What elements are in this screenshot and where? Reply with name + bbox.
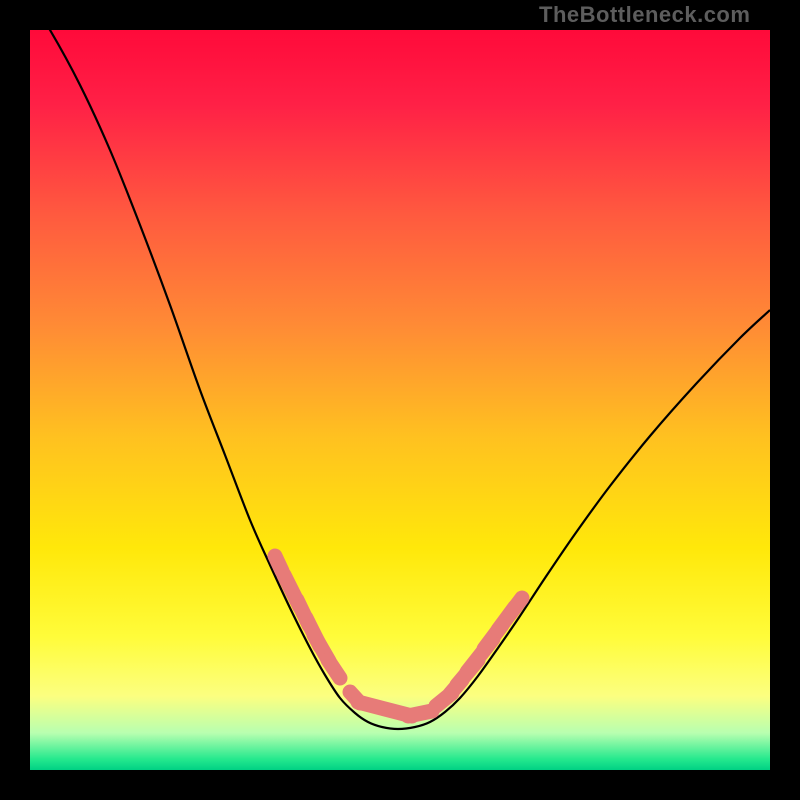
data-capsule [328,660,340,678]
data-capsule [510,598,522,614]
chart-svg [0,0,800,800]
gradient-background [30,30,770,770]
watermark-text: TheBottleneck.com [539,2,750,28]
data-capsule [408,711,432,716]
